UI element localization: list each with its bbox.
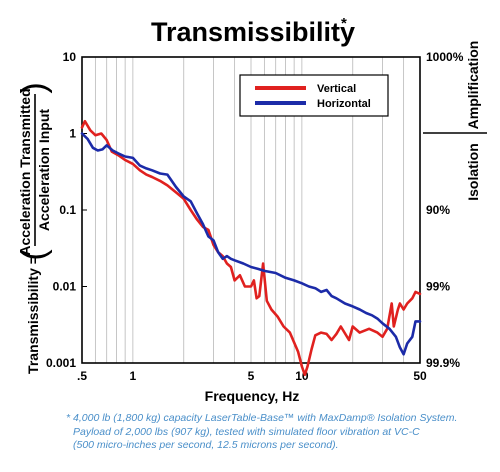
legend-label-vertical: Vertical bbox=[317, 83, 356, 95]
legend: Vertical Horizontal bbox=[239, 74, 389, 117]
right-tick-labels: 1000% 90% 99% 99.9% bbox=[426, 50, 464, 370]
y-tick-labels: 10 1 0.1 0.01 0.001 bbox=[46, 50, 87, 370]
right-tick-label: 99.9% bbox=[426, 356, 460, 370]
y-tick-label: 10 bbox=[63, 50, 77, 64]
data-series bbox=[80, 119, 422, 377]
y-tick-label: 1 bbox=[69, 127, 76, 141]
series-line-horizontal bbox=[80, 132, 422, 356]
y-axis-label-group: Transmissibility = ( Acceleration Transm… bbox=[15, 82, 53, 374]
footnote-line: * 4,000 lb (1,800 kg) capacity LaserTabl… bbox=[66, 412, 458, 424]
y-axis-label-paren-open: ( bbox=[15, 249, 53, 261]
chart-title: Transmissibility bbox=[151, 17, 355, 47]
y-tick-label: 0.01 bbox=[53, 280, 77, 294]
right-tick-label: 1000% bbox=[426, 50, 464, 64]
series-line-vertical bbox=[80, 119, 422, 377]
x-tick-labels: .5 1 5 10 50 bbox=[77, 369, 427, 383]
right-tick-label: 90% bbox=[426, 203, 450, 217]
chart-title-asterisk: * bbox=[341, 15, 347, 32]
x-tick-label: .5 bbox=[77, 369, 87, 383]
y-axis-label-prefix: Transmissibility = bbox=[25, 256, 41, 374]
y-tick-label: 0.001 bbox=[46, 356, 76, 370]
right-axis-label-isolation: Isolation bbox=[465, 143, 481, 201]
x-axis-label: Frequency, Hz bbox=[205, 388, 300, 404]
x-tick-label: 5 bbox=[248, 369, 255, 383]
y-axis-label-denominator: Acceleration Input bbox=[36, 109, 52, 231]
right-tick-label: 99% bbox=[426, 280, 450, 294]
y-axis-label-paren-close: ) bbox=[15, 82, 53, 93]
legend-label-horizontal: Horizontal bbox=[317, 98, 371, 110]
x-tick-label: 50 bbox=[413, 369, 427, 383]
y-tick-label: 0.1 bbox=[59, 203, 76, 217]
x-tick-label: 1 bbox=[130, 369, 137, 383]
footnote: * 4,000 lb (1,800 kg) capacity LaserTabl… bbox=[66, 412, 496, 453]
footnote-line: Payload of 2,000 lbs (907 kg), tested wi… bbox=[73, 425, 420, 438]
right-axis-label-amplification: Amplification bbox=[465, 41, 481, 130]
legend-box bbox=[239, 74, 389, 117]
footnote-line: (500 micro-inches per second, 12.5 micro… bbox=[73, 439, 339, 452]
y-axis-label-numerator: Acceleration Transmitted bbox=[17, 88, 33, 255]
